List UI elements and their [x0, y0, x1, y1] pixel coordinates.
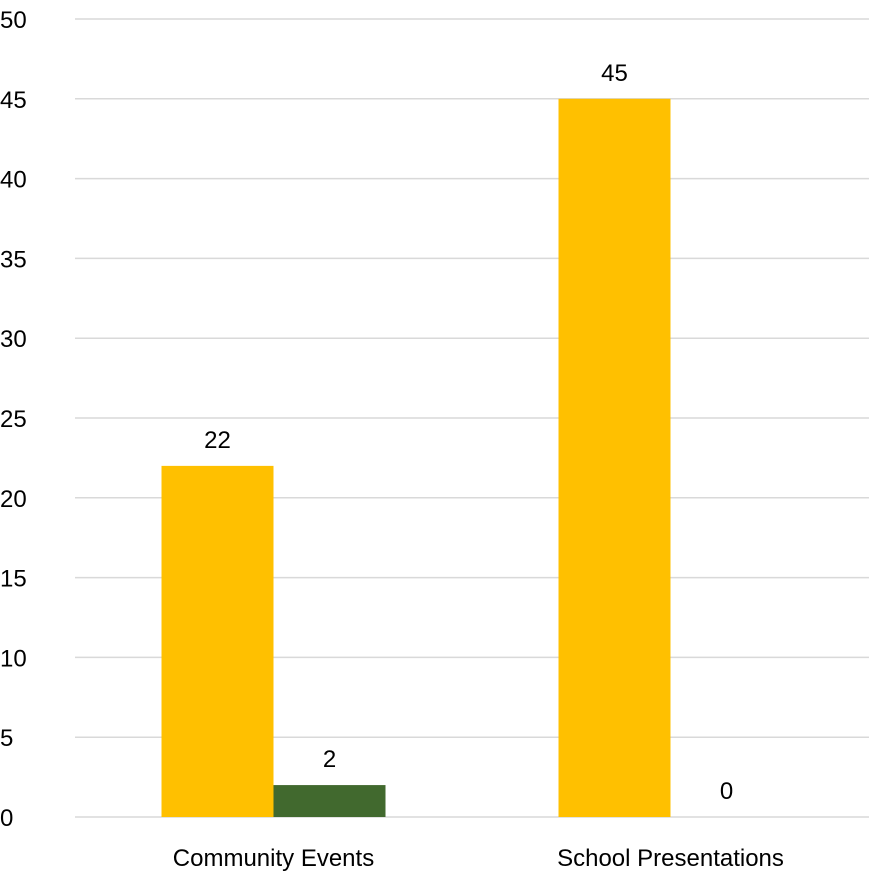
data-label: 2 — [323, 746, 336, 773]
y-tick-label: 0 — [0, 805, 13, 832]
y-tick-label: 30 — [0, 326, 27, 353]
category-label: Community Events — [173, 845, 374, 872]
y-tick-label: 10 — [0, 645, 27, 672]
y-tick-label: 15 — [0, 566, 27, 593]
bars — [161, 98, 671, 818]
data-label: 0 — [720, 778, 733, 805]
y-tick-label: 45 — [0, 87, 27, 114]
category-label: School Presentations — [557, 845, 784, 872]
y-tick-label: 35 — [0, 246, 27, 273]
data-label: 22 — [204, 427, 231, 454]
y-tick-label: 5 — [0, 725, 13, 752]
bar-1-community-events — [161, 465, 274, 817]
y-axis-ticks: 0 5 10 15 20 25 30 35 40 45 50 — [0, 7, 27, 832]
y-tick-label: 40 — [0, 167, 27, 194]
bar-1-school-presentations — [558, 98, 671, 818]
y-tick-label: 25 — [0, 406, 27, 433]
y-tick-label: 50 — [0, 7, 27, 34]
data-label: 45 — [601, 60, 628, 87]
bar-2-community-events — [273, 785, 386, 817]
y-tick-label: 20 — [0, 486, 27, 513]
x-axis-categories: Community Events School Presentations — [173, 845, 784, 872]
